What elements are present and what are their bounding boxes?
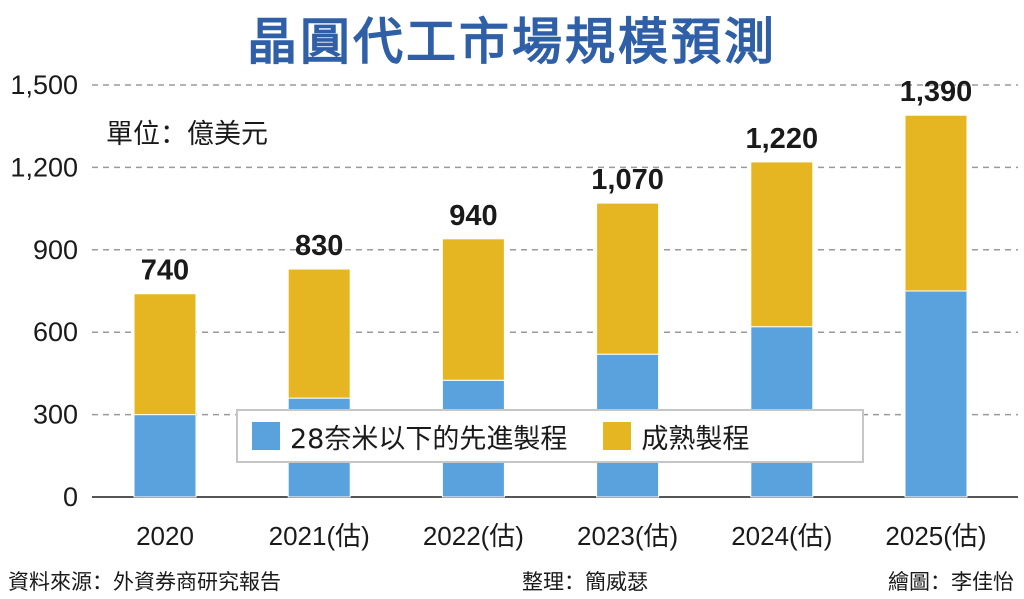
bar-segment-mature [133, 293, 197, 416]
data-label-total: 740 [141, 255, 189, 287]
bar-segment-mature [904, 114, 968, 292]
y-tick-label: 300 [33, 400, 78, 430]
x-tick-label: 2022(估) [423, 521, 524, 551]
legend-label-advanced: 28奈米以下的先進製程 [290, 423, 568, 455]
legend-item-advanced: 28奈米以下的先進製程 [252, 417, 567, 456]
legend-item-mature: 成熟製程 [603, 417, 749, 456]
x-tick-label: 2021(估) [269, 521, 370, 551]
data-label-total: 1,390 [900, 76, 973, 108]
y-tick-label: 0 [63, 482, 78, 512]
bar-segment-advanced [904, 290, 968, 498]
x-tick-label: 2025(估) [885, 521, 986, 551]
footer-source: 資料來源：外資券商研究報告 [8, 570, 281, 594]
bar-segment-mature [287, 268, 351, 399]
y-tick-label: 600 [33, 317, 78, 347]
data-label-total: 940 [449, 200, 497, 232]
y-tick-label: 1,500 [10, 70, 78, 100]
footer-illustrator: 繪圖：李佳怡 [888, 570, 1014, 594]
unit-label: 單位：億美元 [106, 119, 268, 150]
bar-segment-advanced [133, 414, 197, 498]
x-tick-label: 2020 [136, 521, 194, 551]
legend-label-mature: 成熟製程 [641, 423, 750, 455]
data-label-total: 1,220 [746, 123, 819, 155]
data-label-total: 1,070 [591, 164, 664, 196]
y-tick-label: 1,200 [10, 152, 78, 182]
bar-segment-mature [750, 161, 814, 328]
x-tick-label: 2023(估) [577, 521, 678, 551]
chart-title: 晶圓代工市場規模預測 [247, 13, 777, 71]
bar-segment-mature [596, 202, 660, 355]
bar-segment-mature [441, 238, 505, 381]
legend-swatch-mature [603, 422, 632, 450]
x-tick-label: 2024(估) [731, 521, 832, 551]
legend: 28奈米以下的先進製程 成熟製程 [236, 409, 864, 463]
data-label-total: 830 [295, 230, 343, 262]
y-tick-label: 900 [33, 235, 78, 265]
legend-swatch-advanced [252, 422, 280, 450]
footer-editor: 整理：簡威瑟 [522, 570, 648, 594]
